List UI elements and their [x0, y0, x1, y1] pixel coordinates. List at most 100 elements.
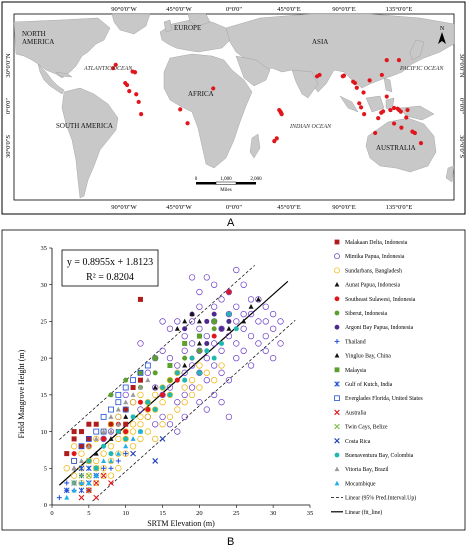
point-s1-33 [159, 347, 166, 354]
point-s0-3 [86, 421, 92, 427]
point-s2-9 [137, 421, 144, 428]
point-s15-16 [123, 436, 129, 442]
point-s1-35 [174, 362, 181, 369]
longitude-labels-top: 90°0'0"W 45°0'0"W 0°0'0" 45°0'0"E 90°0'0"E 13… [111, 6, 412, 13]
point-s17-2 [78, 480, 84, 485]
lon-label-bottom-0: 90°0'0"W [111, 204, 137, 211]
point-s1-3 [211, 281, 218, 288]
point-s8-4 [241, 318, 247, 324]
mangrove-site-39 [404, 115, 409, 120]
point-s2-49 [107, 472, 115, 479]
x-tick-label-6: 30 [270, 510, 277, 517]
point-s13-2 [85, 472, 92, 479]
world-map: 90°0'0"W 45°0'0"W 0°0'0" 45°0'0"E 90°0'0"E 13… [1, 1, 466, 215]
legend-marker-17 [334, 480, 340, 486]
point-s5-1 [123, 377, 129, 383]
y-tick-label-7: 35 [41, 245, 48, 252]
point-s1-52 [181, 391, 188, 399]
point-s1-61 [137, 406, 144, 413]
point-s1-2 [203, 274, 210, 281]
point-s17-5 [101, 458, 107, 463]
point-s2-40 [174, 406, 181, 413]
scale-bar-segment-3 [236, 182, 256, 185]
point-s16-11 [115, 421, 121, 427]
legend-marker-3 [334, 281, 340, 287]
point-s2-54 [137, 413, 144, 421]
point-s2-25 [174, 369, 181, 376]
lon-label-top-4: 90°0'0"E [332, 6, 355, 13]
mangrove-site-8 [136, 99, 141, 105]
lon-label-top-2: 0°0'0" [226, 6, 243, 13]
point-s1-72 [255, 296, 262, 303]
point-s17-1 [71, 487, 77, 493]
point-s1-4 [233, 266, 240, 274]
point-s2-39 [166, 413, 174, 421]
point-s15-1 [101, 443, 107, 449]
point-s2-42 [188, 391, 196, 399]
point-s1-46 [137, 340, 144, 347]
point-s1-75 [225, 288, 233, 296]
point-s2-53 [129, 421, 137, 428]
point-s9-0 [137, 370, 143, 376]
data-points [56, 266, 284, 501]
legend-label-1: Mimika Papua, Indonesia [345, 254, 405, 260]
point-s1-77 [181, 347, 188, 354]
point-s0-9 [93, 421, 99, 427]
point-s2-3 [93, 457, 100, 465]
mangrove-site-25 [354, 85, 359, 90]
mangrove-site-7 [134, 92, 139, 97]
legend-label-10: Gulf of Kutch, India [345, 381, 393, 388]
point-s15-17 [108, 451, 114, 457]
point-s1-55 [203, 406, 210, 413]
point-s0-10 [64, 451, 70, 457]
point-s17-4 [93, 472, 99, 478]
equation-box-frame [61, 249, 159, 287]
point-s11-6 [115, 391, 122, 398]
point-s2-59 [166, 391, 174, 399]
point-s1-8 [218, 296, 225, 303]
point-s11-0 [71, 458, 78, 464]
point-s1-7 [211, 303, 218, 310]
point-s2-60 [181, 384, 188, 391]
point-s15-13 [167, 392, 173, 398]
point-s4-10 [211, 333, 217, 339]
mangrove-site-6 [127, 89, 132, 94]
point-s15-4 [145, 399, 151, 405]
point-s1-74 [247, 296, 255, 303]
point-s12-4 [108, 480, 114, 486]
point-s2-11 [152, 406, 159, 413]
legend-label-13: Twin Cays, Belize [345, 425, 388, 431]
legend-marker-13 [334, 423, 340, 430]
point-s10-6 [78, 465, 85, 472]
point-s15-19 [226, 311, 232, 317]
latitude-labels-left: 30°0'0"N 0°0'0" 30°0'0"S [5, 53, 12, 158]
point-s2-5 [107, 443, 115, 450]
point-s2-20 [137, 391, 144, 399]
lon-label-bottom-4: 90°0'0"E [332, 204, 355, 211]
point-s2-24 [166, 377, 174, 384]
africa-shape [163, 53, 253, 169]
point-s1-84 [277, 340, 284, 347]
point-s1-81 [188, 318, 196, 325]
point-s15-3 [130, 414, 136, 420]
point-s16-8 [130, 392, 136, 397]
legend-marker-9 [334, 367, 340, 373]
point-s2-21 [144, 399, 151, 406]
point-s0-15 [86, 436, 92, 442]
cuba-shape [55, 71, 73, 78]
point-s1-53 [188, 384, 196, 391]
point-s1-9 [225, 310, 233, 318]
point-s16-12 [108, 428, 114, 434]
point-s1-18 [174, 318, 181, 325]
label-north-america: NORTH AMERICA [22, 30, 54, 46]
lon-label-top-1: 45°0'0"W [166, 6, 192, 13]
new-zealand-shape [445, 165, 455, 183]
legend-label-3: Aunat Papua, Indonesia [345, 283, 401, 289]
point-s0-2 [78, 429, 84, 435]
legend-marker-7 [334, 339, 340, 344]
label-north-america-line2: AMERICA [22, 38, 54, 46]
point-s8-5 [255, 296, 261, 302]
scandinavia-shape [187, 13, 211, 27]
point-s6-7 [204, 340, 210, 346]
point-s7-7 [108, 465, 114, 471]
